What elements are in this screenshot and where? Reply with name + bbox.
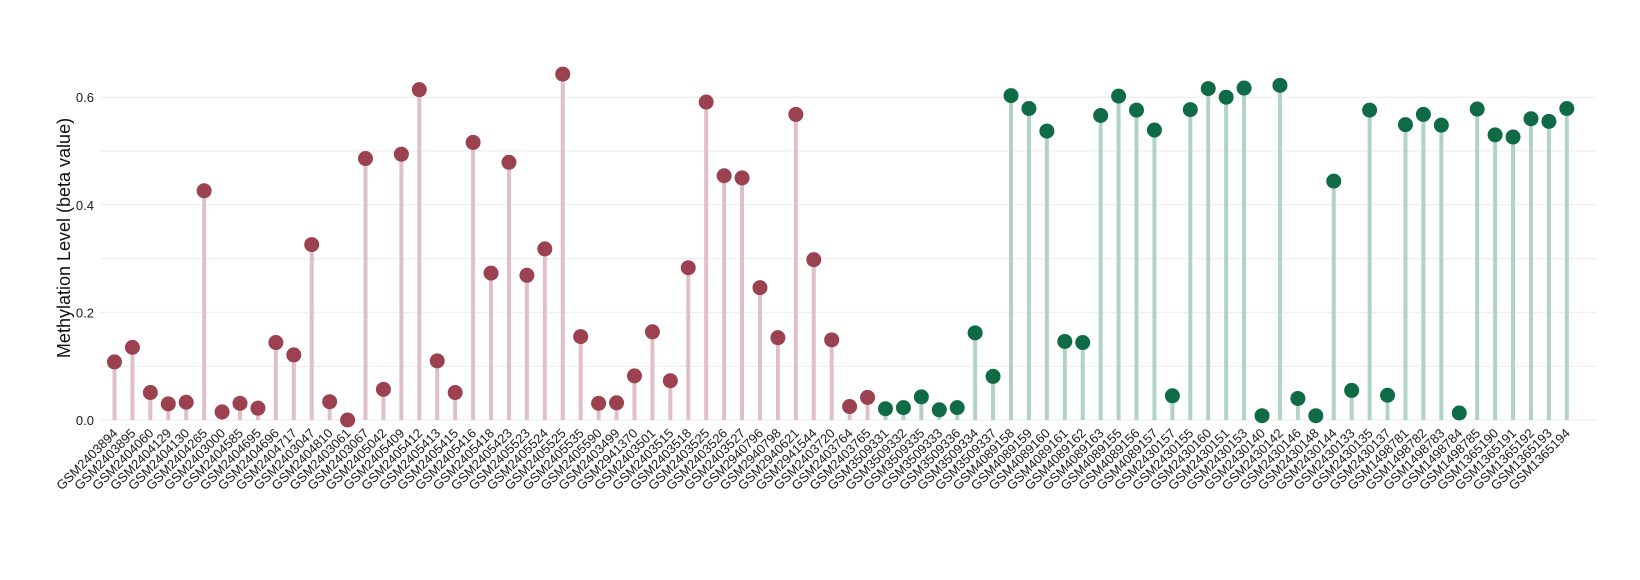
point-GSM1498782 — [1415, 106, 1431, 122]
point-GSM2430160 — [1200, 81, 1216, 97]
x-tick-labels: GSM2403894GSM2403895GSM2404060GSM2404129… — [53, 426, 1573, 493]
point-GSM2405412 — [411, 82, 427, 98]
point-GSM2430148 — [1308, 408, 1324, 424]
point-GSM2430146 — [1290, 390, 1306, 406]
point-GSM2403895 — [124, 339, 140, 355]
point-GSM2405590 — [591, 395, 607, 411]
point-GSM1365191 — [1505, 129, 1521, 145]
point-GSM1365194 — [1559, 100, 1575, 116]
point-GSM2430140 — [1254, 408, 1270, 424]
point-GSM2404060 — [142, 385, 158, 401]
point-GSM2404695 — [250, 400, 266, 416]
point-GSM4089157 — [1146, 122, 1162, 138]
y-tick-label: 0.2 — [76, 305, 94, 320]
point-GSM3509331 — [877, 401, 893, 417]
point-GSM4089155 — [1111, 88, 1127, 104]
point-GSM2405525 — [555, 66, 571, 82]
point-GSM2941370 — [626, 368, 642, 384]
point-GSM2403764 — [842, 399, 858, 415]
point-GSM4089158 — [1003, 88, 1019, 104]
point-GSM2403526 — [716, 168, 732, 184]
point-GSM1498785 — [1469, 101, 1485, 117]
point-GSM2941544 — [806, 252, 822, 268]
y-tick-label: 0.4 — [76, 198, 94, 213]
point-GSM4089156 — [1129, 102, 1145, 118]
point-GSM4089163 — [1093, 107, 1109, 123]
point-GSM2405415 — [447, 385, 463, 401]
point-GSM2430151 — [1218, 89, 1234, 105]
point-GSM1498784 — [1451, 405, 1467, 421]
point-GSM2403518 — [680, 260, 696, 276]
point-GSM3509334 — [967, 325, 983, 341]
point-GSM2403067 — [358, 151, 374, 167]
point-GSM2405535 — [573, 329, 589, 345]
point-GSM2403515 — [662, 373, 678, 389]
point-GSM2405524 — [537, 241, 553, 257]
grid-lines — [100, 96, 1597, 421]
point-GSM2430137 — [1380, 387, 1396, 403]
point-GSM4089159 — [1021, 100, 1037, 116]
y-tick-labels: 0.0 0.2 0.4 0.6 — [76, 90, 94, 428]
point-GSM3509335 — [913, 389, 929, 405]
stems — [112, 74, 1569, 420]
point-GSM3509337 — [985, 368, 1001, 384]
point-GSM2405409 — [393, 146, 409, 162]
point-GSM2403527 — [734, 170, 750, 186]
point-GSM1365193 — [1541, 113, 1557, 129]
point-GSM2404696 — [268, 335, 284, 351]
point-GSM2403765 — [860, 389, 876, 405]
point-GSM2430135 — [1362, 102, 1378, 118]
point-GSM2404129 — [160, 396, 176, 412]
point-GSM2430155 — [1182, 102, 1198, 118]
point-GSM1365190 — [1487, 127, 1503, 143]
point-GSM2405523 — [519, 267, 535, 283]
point-GSM2405413 — [429, 353, 445, 369]
point-GSM2940621 — [788, 106, 804, 122]
point-GSM1498781 — [1397, 117, 1413, 133]
point-GSM2404585 — [232, 395, 248, 411]
point-GSM3509336 — [949, 400, 965, 416]
point-GSM2405042 — [375, 381, 391, 397]
point-GSM2405416 — [465, 134, 481, 150]
point-GSM2430142 — [1272, 77, 1288, 93]
point-GSM2940798 — [770, 330, 786, 346]
point-GSM2403894 — [107, 354, 122, 370]
point-GSM2403720 — [824, 332, 840, 348]
point-GSM2404810 — [322, 394, 338, 410]
point-GSM2430157 — [1164, 388, 1180, 404]
point-GSM1365192 — [1523, 111, 1539, 127]
point-GSM1498783 — [1433, 117, 1449, 133]
points — [107, 66, 1575, 428]
point-GSM2403000 — [214, 404, 230, 420]
point-GSM4089162 — [1075, 335, 1091, 351]
point-GSM2403501 — [644, 324, 660, 340]
point-GSM4089161 — [1057, 333, 1073, 349]
point-GSM2430153 — [1236, 80, 1252, 96]
point-GSM3509333 — [931, 402, 947, 418]
point-GSM2430133 — [1344, 382, 1360, 398]
point-GSM2403525 — [698, 94, 714, 110]
point-GSM2403499 — [609, 395, 625, 411]
point-GSM2404265 — [196, 183, 212, 199]
point-GSM2405418 — [483, 265, 499, 281]
y-axis-title: Methylation Level (beta value) — [54, 118, 74, 358]
point-GSM2403061 — [340, 412, 356, 428]
point-GSM2404717 — [286, 347, 302, 363]
point-GSM2430144 — [1326, 173, 1342, 189]
point-GSM2405423 — [501, 154, 517, 170]
point-GSM3509332 — [895, 400, 911, 416]
point-GSM2403047 — [304, 237, 320, 253]
point-GSM2940796 — [752, 280, 768, 296]
point-GSM4089160 — [1039, 123, 1055, 139]
point-GSM2404130 — [178, 394, 194, 410]
y-tick-label: 0.0 — [76, 413, 94, 428]
y-tick-label: 0.6 — [76, 90, 94, 105]
